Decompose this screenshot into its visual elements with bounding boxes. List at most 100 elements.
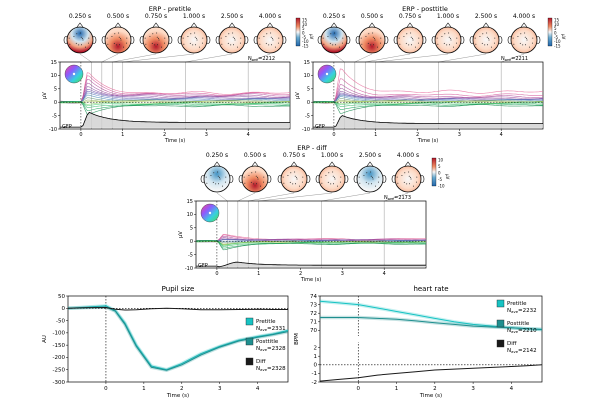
topo-sensor bbox=[164, 37, 166, 39]
topomap-head bbox=[510, 26, 538, 54]
y-axis-label: µV bbox=[178, 231, 184, 238]
topomap-head bbox=[66, 26, 94, 54]
topo-sensor bbox=[436, 37, 438, 39]
topo-sensor bbox=[217, 171, 219, 173]
n-subscript: ave bbox=[260, 367, 268, 372]
topo-nose bbox=[213, 161, 221, 167]
topo-connector bbox=[122, 53, 195, 63]
legend-n: Nave=2328 bbox=[256, 366, 286, 372]
topo-sensor bbox=[446, 44, 448, 46]
topo-time-label: 0.250 s bbox=[69, 13, 91, 20]
topo-sensor bbox=[206, 182, 208, 184]
topo-sensor bbox=[328, 172, 330, 174]
topo-time-label: 0.750 s bbox=[283, 152, 305, 159]
topo-connector bbox=[354, 53, 373, 63]
topo-sensor bbox=[332, 175, 334, 177]
topo-sensor bbox=[84, 46, 86, 48]
colorbar-tick: 10 bbox=[438, 158, 444, 163]
channel-trace bbox=[195, 240, 427, 243]
pupil-size-chart: Pupil size 0 1 2 3 4 Time (s) AU -300 -250 -200 -15… bbox=[42, 285, 289, 399]
y-axis-label: µV bbox=[295, 92, 301, 99]
channel-trace bbox=[60, 75, 291, 103]
topo-connector bbox=[248, 192, 295, 202]
topo-sensor bbox=[410, 178, 412, 180]
topo-sensor bbox=[366, 172, 368, 174]
topo-sensor bbox=[294, 183, 296, 185]
n-letter: N bbox=[507, 348, 511, 354]
topo-sensor bbox=[114, 33, 116, 35]
topo-sensor bbox=[262, 181, 264, 183]
topo-sensor bbox=[450, 39, 452, 41]
series-line-posttitle bbox=[320, 317, 543, 330]
legend-n: Nave=2142 bbox=[507, 348, 537, 354]
gfp-label: GFP bbox=[62, 124, 72, 130]
ytick-label: -250 bbox=[53, 368, 66, 374]
channel-trace bbox=[313, 84, 544, 103]
legend-swatch bbox=[496, 339, 505, 348]
topo-sensor bbox=[448, 36, 450, 38]
topo-sensor bbox=[198, 46, 200, 48]
topo-sensor bbox=[322, 37, 324, 39]
ytick-label: 5 bbox=[54, 87, 57, 93]
n-letter: N bbox=[256, 366, 260, 372]
n-value: =2142 bbox=[518, 348, 537, 354]
n-letter: N bbox=[501, 56, 505, 62]
topo-time-label: 2.500 s bbox=[221, 13, 243, 20]
x-axis-label: Time (s) bbox=[164, 138, 185, 144]
colorbar bbox=[547, 17, 553, 47]
legend-n: Nave=2210 bbox=[507, 328, 537, 334]
ytick-label: -5 bbox=[52, 113, 57, 119]
topo-sensor bbox=[151, 42, 153, 44]
gfp-line bbox=[313, 115, 543, 128]
topo-sensor bbox=[370, 183, 372, 185]
xtick-label: 4 bbox=[383, 271, 386, 277]
erp-panel-posttitle: ERP - posttitle 0.250 s 0.500 s 0.750 s 1.00… bbox=[295, 5, 566, 144]
colorbar-tick: 15 bbox=[554, 18, 560, 23]
topo-sensor bbox=[408, 171, 410, 173]
topo-sensor bbox=[372, 178, 374, 180]
xtick-label: 2 bbox=[433, 386, 437, 392]
erp-title: ERP - diff bbox=[297, 144, 327, 152]
topo-sensor bbox=[194, 36, 196, 38]
topo-sensor bbox=[481, 42, 483, 44]
topo-sensor bbox=[448, 32, 450, 34]
ytick-label: -2 bbox=[312, 380, 317, 386]
colorbar-tick: 5 bbox=[438, 164, 441, 169]
topo-sensor bbox=[232, 32, 234, 34]
gfp-fill bbox=[60, 112, 290, 128]
topo-sensor bbox=[443, 42, 445, 44]
colorbar-tick: -10 bbox=[302, 39, 309, 44]
colorbar-label: µV bbox=[445, 174, 450, 180]
topo-sensor bbox=[257, 176, 259, 178]
colorbar bbox=[295, 17, 301, 47]
topo-connector bbox=[112, 53, 157, 63]
topo-sensor bbox=[403, 35, 405, 37]
topo-sensor bbox=[325, 174, 327, 176]
topo-sensor bbox=[156, 44, 158, 46]
topo-sensor bbox=[120, 39, 122, 41]
ytick-label: 73 bbox=[310, 302, 317, 308]
topo-sensor bbox=[363, 174, 365, 176]
topo-sensor bbox=[519, 42, 521, 44]
topo-sensor bbox=[253, 183, 255, 185]
channel-trace bbox=[60, 78, 291, 103]
colorbar-tick: -5 bbox=[302, 35, 306, 40]
topo-nose bbox=[228, 22, 236, 28]
n-value: =2173 bbox=[394, 195, 411, 201]
topo-sensor bbox=[73, 35, 75, 37]
ytick-label: 5 bbox=[190, 226, 193, 232]
axes-frame bbox=[67, 295, 289, 383]
topo-sensor bbox=[378, 176, 380, 178]
topo-sensor bbox=[82, 39, 84, 41]
topo-sensor bbox=[341, 42, 343, 44]
colorbar-tick: 10 bbox=[554, 22, 560, 27]
colorbar-tick: -5 bbox=[438, 177, 442, 182]
topo-sensor bbox=[526, 37, 528, 39]
topo-nose bbox=[330, 22, 338, 28]
channel-trace bbox=[195, 240, 427, 247]
channel-trace bbox=[195, 235, 426, 242]
xtick-label: 2 bbox=[299, 271, 302, 277]
topo-sensor bbox=[274, 46, 276, 48]
n-value: =2232 bbox=[518, 308, 537, 314]
topo-sensor bbox=[484, 44, 486, 46]
